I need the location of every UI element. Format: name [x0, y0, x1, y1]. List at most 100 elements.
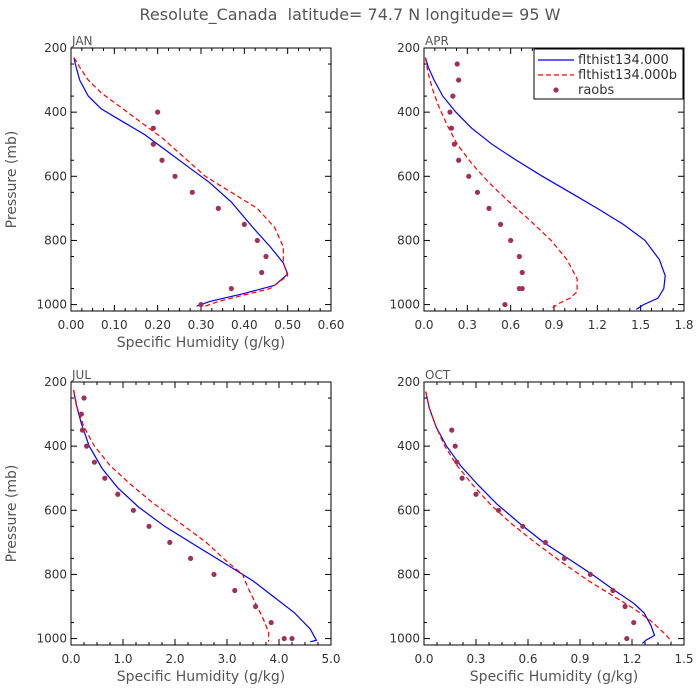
- raobs-point: [102, 475, 108, 481]
- legend-label: flthist134.000b: [578, 68, 677, 83]
- raobs-point: [610, 587, 616, 594]
- x-tick-label: 0.3: [466, 652, 485, 666]
- raobs-point: [150, 125, 156, 131]
- raobs-point: [452, 443, 458, 449]
- legend-label: flthist134.000: [578, 53, 669, 68]
- x-tick-label: 1.8: [674, 318, 693, 332]
- raobs-point: [84, 443, 90, 449]
- raobs-point: [448, 125, 455, 131]
- raobs-point: [473, 491, 479, 497]
- x-tick-label: 0.6: [518, 652, 537, 666]
- series-raobs: [449, 427, 637, 642]
- y-tick-label: 600: [397, 503, 420, 517]
- y-tick-label: 1000: [389, 298, 420, 312]
- x-tick-label: 0.0: [414, 652, 433, 666]
- x-tick-label: 1.5: [631, 318, 650, 332]
- x-axis: 0.00 0.10 0.20 0.30 0.40 0.50 0.60: [58, 48, 345, 332]
- raobs-point: [159, 157, 165, 163]
- raobs-point: [631, 619, 637, 626]
- raobs-point: [622, 603, 628, 610]
- raobs-point: [466, 173, 472, 179]
- y-tick-label: 200: [44, 375, 67, 389]
- raobs-point: [486, 205, 492, 211]
- panels: JAN 0.00 0.10 0.20 0.30 0.40 0.50 0.60 200 400 600…: [4, 34, 694, 685]
- raobs-point: [130, 507, 136, 513]
- raobs-point: [198, 301, 204, 308]
- raobs-point: [516, 285, 522, 292]
- x-tick-label: 0.0: [414, 318, 433, 332]
- raobs-point: [228, 285, 234, 292]
- raobs-point: [211, 571, 217, 578]
- raobs-point: [268, 619, 274, 626]
- plot-frame: [423, 381, 685, 646]
- x-tick-label: 0.3: [458, 318, 477, 332]
- y-axis-label: Pressure (mb): [4, 131, 20, 229]
- x-axis-label: Specific Humidity (g/kg): [117, 669, 285, 685]
- legend-label: raobs: [578, 83, 615, 98]
- y-axis: 200 400 600 800 1000: [36, 375, 331, 646]
- y-tick-label: 800: [397, 233, 420, 247]
- x-tick-label: 0.6: [501, 318, 520, 332]
- y-axis: 200 400 600 800 1000: [36, 41, 331, 312]
- raobs-point: [188, 555, 194, 562]
- raobs-point: [459, 475, 465, 481]
- raobs-point: [542, 539, 548, 545]
- raobs-point: [254, 237, 260, 244]
- raobs-point: [79, 427, 86, 433]
- y-tick-label: 800: [44, 567, 67, 581]
- x-tick-label: 1.2: [588, 318, 607, 332]
- raobs-point: [516, 253, 522, 260]
- panel-apr: APR 0.0 0.3 0.6 0.9 1.2 1.5 1.8 200 400 600 800 1000…: [389, 34, 693, 332]
- x-tick-label: 0.50: [274, 318, 301, 332]
- raobs-point: [502, 301, 508, 308]
- raobs-point: [281, 635, 287, 642]
- y-tick-label: 400: [44, 439, 67, 453]
- y-tick-label: 600: [44, 503, 67, 517]
- series-raobs: [150, 109, 269, 308]
- raobs-point: [447, 109, 453, 115]
- plot-frame: [70, 47, 332, 312]
- raobs-point: [215, 205, 221, 211]
- x-tick-label: 0.00: [58, 318, 85, 332]
- raobs-point: [519, 269, 525, 276]
- series-line-a: [73, 57, 289, 307]
- raobs-point: [454, 459, 460, 465]
- raobs-point: [167, 539, 173, 545]
- raobs-point: [561, 555, 568, 562]
- series-line-a: [425, 391, 656, 644]
- y-tick-label: 400: [397, 439, 420, 453]
- panel-oct: OCT 0.0 0.3 0.6 0.9 1.2 1.5 200 400 600 800 1000 Spe…: [389, 368, 693, 685]
- raobs-point: [232, 587, 238, 594]
- y-tick-label: 200: [397, 41, 420, 55]
- raobs-point: [253, 603, 259, 610]
- x-tick-label: 1.0: [113, 652, 132, 666]
- plot-area: [73, 389, 318, 643]
- plot-frame: [70, 381, 332, 646]
- y-tick-label: 400: [397, 105, 420, 119]
- raobs-point: [289, 635, 295, 642]
- raobs-point: [587, 571, 594, 578]
- plot-frame: [423, 47, 685, 312]
- y-tick-label: 1000: [389, 632, 420, 646]
- raobs-point: [456, 157, 462, 163]
- y-axis: 200 400 600 800 1000: [389, 41, 684, 312]
- x-axis: 0.0 0.3 0.6 0.9 1.2 1.5: [414, 382, 694, 666]
- y-axis: 200 400 600 800 1000: [389, 375, 684, 646]
- raobs-point: [172, 173, 178, 179]
- raobs-point: [263, 253, 269, 260]
- panel-jan: JAN 0.00 0.10 0.20 0.30 0.40 0.50 0.60 200 400 600…: [4, 34, 344, 351]
- raobs-point: [155, 109, 161, 115]
- raobs-point: [189, 189, 195, 195]
- y-tick-label: 400: [44, 105, 67, 119]
- raobs-point: [78, 411, 84, 417]
- panel-label: OCT: [425, 368, 451, 382]
- panel-label: JUL: [71, 368, 91, 382]
- series-raobs: [78, 395, 295, 642]
- raobs-point: [454, 61, 460, 67]
- raobs-point: [456, 77, 462, 83]
- x-tick-label: 0.60: [318, 318, 345, 332]
- series-line-b: [424, 57, 578, 309]
- raobs-point: [146, 523, 152, 529]
